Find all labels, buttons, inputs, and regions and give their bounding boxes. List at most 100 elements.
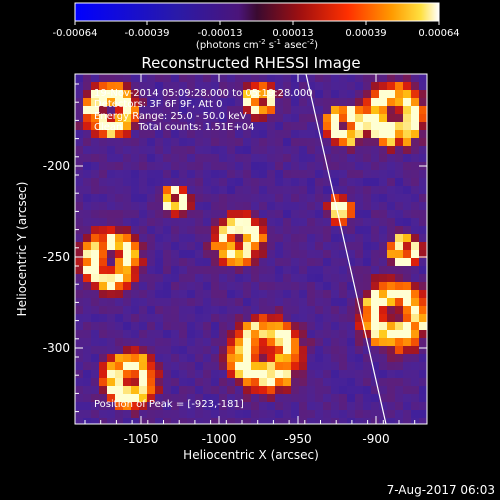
- x-tick-label: -1050: [124, 432, 159, 446]
- image-pixel: [107, 282, 115, 290]
- image-pixel: [171, 306, 179, 314]
- colorbar-gradient: [74, 2, 440, 22]
- image-pixel: [315, 114, 323, 122]
- image-pixel: [371, 202, 379, 210]
- image-pixel: [267, 130, 275, 138]
- image-pixel: [227, 186, 235, 194]
- image-pixel: [203, 370, 211, 378]
- image-pixel: [123, 106, 131, 114]
- image-pixel: [339, 210, 347, 218]
- image-pixel: [371, 170, 379, 178]
- image-pixel: [323, 282, 331, 290]
- image-pixel: [395, 330, 403, 338]
- image-pixel: [187, 234, 195, 242]
- image-pixel: [147, 106, 155, 114]
- image-pixel: [75, 410, 83, 418]
- image-pixel: [163, 106, 171, 114]
- image-pixel: [411, 138, 419, 146]
- image-pixel: [371, 418, 379, 424]
- image-pixel: [411, 338, 419, 346]
- image-pixel: [211, 194, 219, 202]
- image-pixel: [187, 354, 195, 362]
- image-pixel: [283, 178, 291, 186]
- image-pixel: [99, 410, 107, 418]
- image-pixel: [323, 290, 331, 298]
- image-pixel: [155, 330, 163, 338]
- image-pixel: [371, 330, 379, 338]
- image-pixel: [91, 298, 99, 306]
- image-pixel: [299, 410, 307, 418]
- image-pixel: [75, 250, 83, 258]
- image-pixel: [379, 370, 387, 378]
- image-pixel: [179, 258, 187, 266]
- y-tick-label: -250: [43, 250, 70, 264]
- image-pixel: [331, 322, 339, 330]
- image-pixel: [147, 90, 155, 98]
- image-pixel: [155, 322, 163, 330]
- image-pixel: [355, 346, 363, 354]
- image-pixel: [307, 410, 315, 418]
- image-pixel: [419, 370, 427, 378]
- image-pixel: [363, 202, 371, 210]
- image-pixel: [147, 194, 155, 202]
- image-pixel: [251, 394, 259, 402]
- image-pixel: [155, 178, 163, 186]
- image-pixel: [267, 178, 275, 186]
- image-pixel: [403, 274, 411, 282]
- image-pixel: [331, 418, 339, 424]
- image-pixel: [283, 114, 291, 122]
- image-pixel: [155, 346, 163, 354]
- image-pixel: [123, 322, 131, 330]
- image-pixel: [315, 122, 323, 130]
- image-pixel: [323, 146, 331, 154]
- image-pixel: [99, 290, 107, 298]
- image-pixel: [275, 362, 283, 370]
- image-pixel: [363, 194, 371, 202]
- image-pixel: [243, 186, 251, 194]
- image-pixel: [259, 298, 267, 306]
- image-pixel: [419, 322, 427, 330]
- image-pixel: [235, 202, 243, 210]
- image-pixel: [75, 362, 83, 370]
- image-pixel: [299, 210, 307, 218]
- image-pixel: [91, 162, 99, 170]
- image-pixel: [395, 274, 403, 282]
- image-pixel: [243, 362, 251, 370]
- image-pixel: [243, 306, 251, 314]
- image-pixel: [219, 210, 227, 218]
- image-pixel: [131, 122, 139, 130]
- image-pixel: [243, 82, 251, 90]
- image-pixel: [187, 306, 195, 314]
- image-pixel: [259, 162, 267, 170]
- image-pixel: [323, 298, 331, 306]
- image-pixel: [83, 210, 91, 218]
- image-pixel: [187, 122, 195, 130]
- image-pixel: [267, 138, 275, 146]
- image-pixel: [91, 410, 99, 418]
- image-pixel: [219, 282, 227, 290]
- image-pixel: [275, 194, 283, 202]
- image-pixel: [107, 362, 115, 370]
- image-pixel: [339, 362, 347, 370]
- image-pixel: [139, 338, 147, 346]
- image-pixel: [243, 330, 251, 338]
- image-pixel: [323, 370, 331, 378]
- image-pixel: [187, 202, 195, 210]
- image-pixel: [179, 394, 187, 402]
- image-pixel: [83, 178, 91, 186]
- image-pixel: [411, 234, 419, 242]
- image-pixel: [387, 274, 395, 282]
- image-pixel: [411, 106, 419, 114]
- image-pixel: [99, 130, 107, 138]
- image-pixel: [411, 210, 419, 218]
- image-pixel: [211, 338, 219, 346]
- image-pixel: [187, 250, 195, 258]
- image-pixel: [315, 138, 323, 146]
- image-pixel: [187, 338, 195, 346]
- image-pixel: [339, 378, 347, 386]
- image-pixel: [355, 194, 363, 202]
- image-pixel: [323, 338, 331, 346]
- image-pixel: [307, 394, 315, 402]
- image-pixel: [355, 242, 363, 250]
- image-pixel: [251, 130, 259, 138]
